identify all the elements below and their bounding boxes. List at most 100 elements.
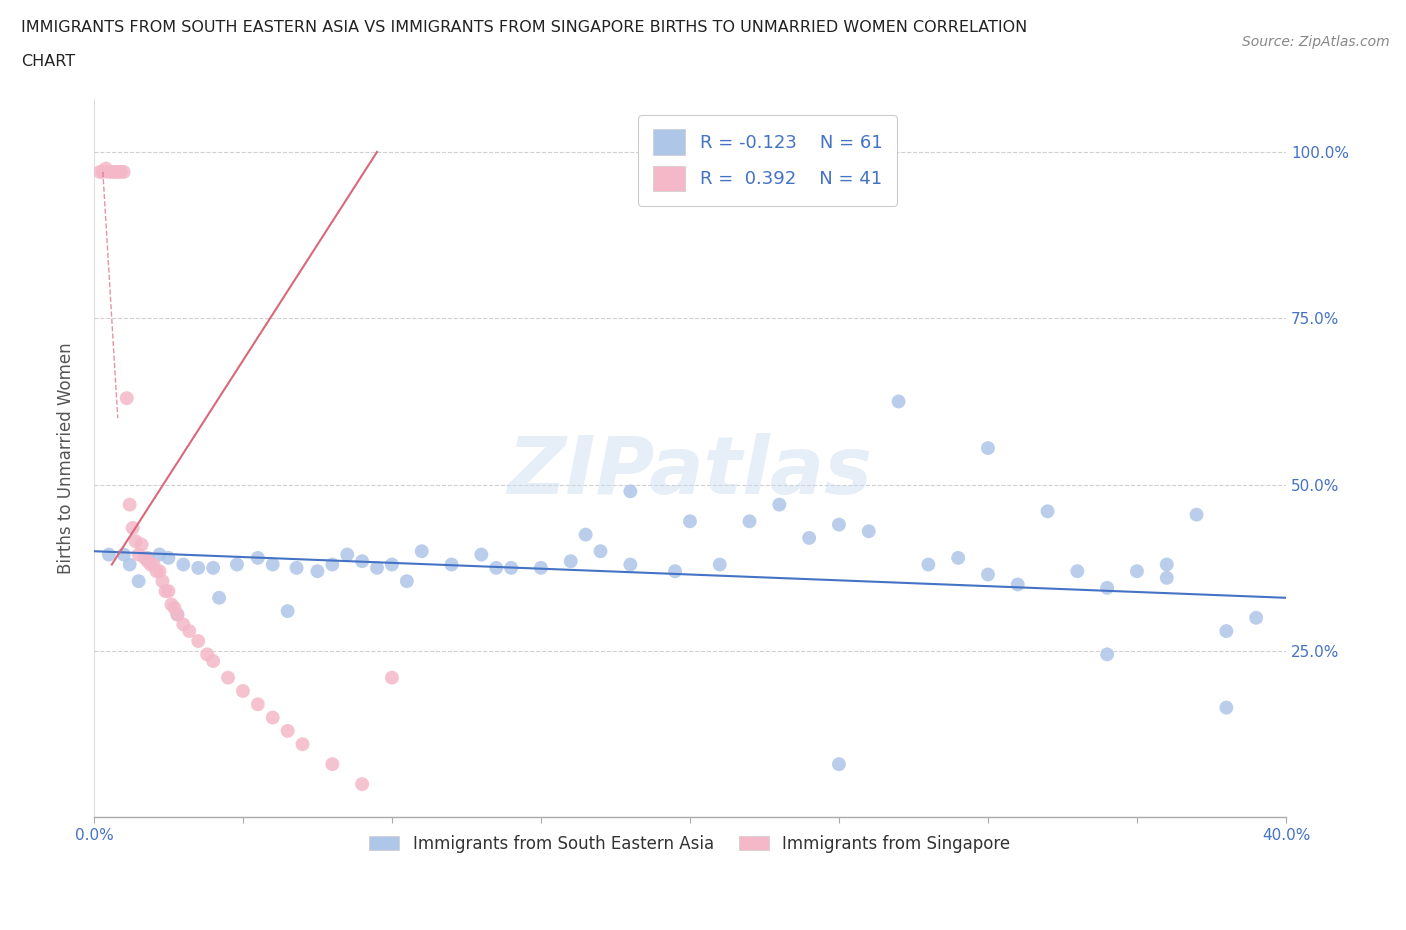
Point <box>1036 504 1059 519</box>
Point <box>89 165 111 179</box>
Point <box>166 607 188 622</box>
Y-axis label: Births to Unmarried Women: Births to Unmarried Women <box>58 342 75 574</box>
Point <box>485 561 508 576</box>
Point <box>1185 507 1208 522</box>
Point <box>977 441 1000 456</box>
Point <box>352 553 374 568</box>
Point <box>709 557 731 572</box>
Point <box>155 584 177 599</box>
Point <box>202 561 225 576</box>
Point <box>366 561 388 576</box>
Point <box>321 757 343 772</box>
Point <box>277 604 299 618</box>
Point <box>121 521 143 536</box>
Point <box>157 551 180 565</box>
Point <box>664 564 686 578</box>
Point <box>501 561 523 576</box>
Point <box>395 574 418 589</box>
Point <box>118 498 141 512</box>
Point <box>124 534 146 549</box>
Point <box>217 671 239 685</box>
Point <box>118 557 141 572</box>
Point <box>148 547 170 562</box>
Point <box>112 165 135 179</box>
Point <box>285 561 308 576</box>
Point <box>277 724 299 738</box>
Point <box>977 567 1000 582</box>
Point <box>1007 577 1029 591</box>
Point <box>91 165 114 179</box>
Point <box>136 553 159 568</box>
Point <box>768 498 790 512</box>
Point <box>131 538 153 552</box>
Point <box>172 557 194 572</box>
Point <box>1156 557 1178 572</box>
Point <box>142 557 165 572</box>
Point <box>589 544 612 559</box>
Point <box>104 165 127 179</box>
Point <box>128 547 150 562</box>
Point <box>187 633 209 648</box>
Point <box>321 557 343 572</box>
Point <box>1126 564 1149 578</box>
Point <box>917 557 939 572</box>
Point <box>946 551 969 565</box>
Text: ZIPatlas: ZIPatlas <box>508 433 873 512</box>
Point <box>160 597 183 612</box>
Point <box>1244 610 1267 625</box>
Point <box>262 711 284 725</box>
Point <box>128 574 150 589</box>
Point <box>110 165 132 179</box>
Point <box>163 601 186 616</box>
Point <box>232 684 254 698</box>
Point <box>828 517 851 532</box>
Point <box>738 514 761 529</box>
Point <box>107 165 129 179</box>
Point <box>411 544 433 559</box>
Point <box>152 574 174 589</box>
Point <box>575 527 598 542</box>
Text: Source: ZipAtlas.com: Source: ZipAtlas.com <box>1241 35 1389 49</box>
Point <box>1066 564 1088 578</box>
Point <box>560 553 582 568</box>
Point <box>470 547 492 562</box>
Point <box>94 161 117 176</box>
Point <box>166 607 188 622</box>
Point <box>1215 700 1237 715</box>
Point <box>887 394 910 409</box>
Point <box>148 564 170 578</box>
Point <box>440 557 463 572</box>
Point <box>1156 570 1178 585</box>
Point <box>1095 580 1118 595</box>
Point <box>797 530 820 545</box>
Point <box>139 557 162 572</box>
Point <box>115 391 138 405</box>
Point <box>202 654 225 669</box>
Point <box>619 484 641 498</box>
Point <box>226 557 249 572</box>
Point <box>246 551 269 565</box>
Point <box>145 564 167 578</box>
Point <box>246 697 269 711</box>
Point <box>307 564 329 578</box>
Point <box>352 777 374 791</box>
Point <box>679 514 702 529</box>
Point <box>179 624 201 639</box>
Point <box>1095 647 1118 662</box>
Point <box>101 165 124 179</box>
Point <box>97 547 120 562</box>
Point <box>262 557 284 572</box>
Point <box>187 561 209 576</box>
Text: CHART: CHART <box>21 54 75 69</box>
Point <box>619 557 641 572</box>
Text: IMMIGRANTS FROM SOUTH EASTERN ASIA VS IMMIGRANTS FROM SINGAPORE BIRTHS TO UNMARR: IMMIGRANTS FROM SOUTH EASTERN ASIA VS IM… <box>21 20 1028 35</box>
Point <box>828 757 851 772</box>
Point <box>134 551 156 565</box>
Point <box>381 557 404 572</box>
Point <box>291 737 314 751</box>
Point <box>858 524 880 538</box>
Point <box>195 647 218 662</box>
Point <box>1215 624 1237 639</box>
Point <box>157 584 180 599</box>
Point <box>172 617 194 631</box>
